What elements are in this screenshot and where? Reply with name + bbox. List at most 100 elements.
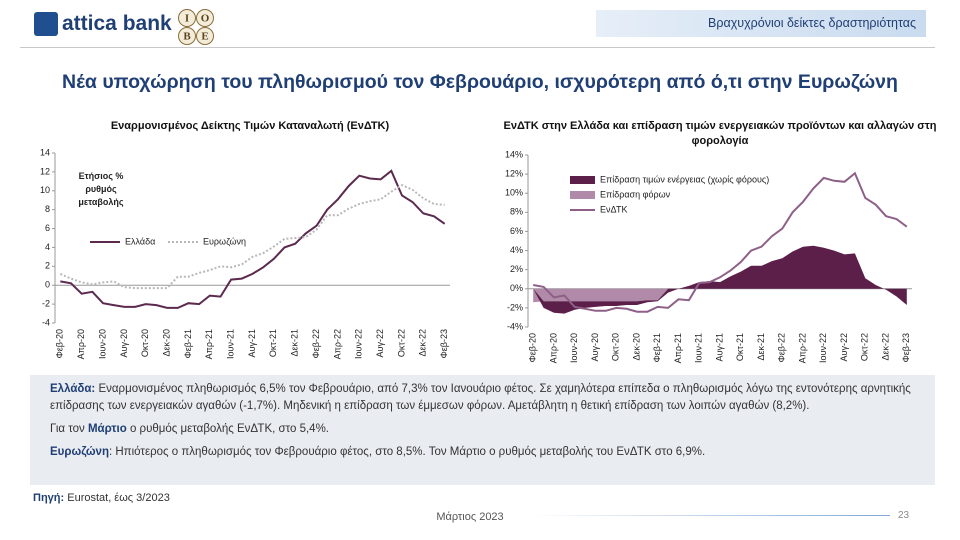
y-tick-label: 8 xyxy=(45,204,50,214)
x-tick-label: Δεκ-21 xyxy=(756,333,766,361)
y-tick-label: -2% xyxy=(507,302,523,312)
x-tick-label: Απρ-21 xyxy=(673,333,683,363)
footer-date: Μάρτιος 2023 xyxy=(436,511,504,523)
notes: Ελλάδα: Εναρμονισμένος πληθωρισμός 6,5% … xyxy=(30,375,935,485)
x-tick-label: Απρ-20 xyxy=(76,329,86,359)
x-tick-label: Φεβ-20 xyxy=(55,329,65,358)
y-tick-label: -2 xyxy=(42,298,50,308)
note-paragraph: Ελλάδα: Εναρμονισμένος πληθωρισμός 6,5% … xyxy=(50,381,925,415)
x-tick-label: Οκτ-21 xyxy=(268,329,278,357)
note-text: Ευρωζώνη xyxy=(50,446,109,458)
source: Πηγή: Eurostat, έως 3/2023 xyxy=(33,492,170,504)
y-tick-label: 14% xyxy=(505,149,523,159)
x-tick-label: Αυγ-20 xyxy=(590,333,600,361)
y-tick-label: 4% xyxy=(510,245,523,255)
x-tick-label: Ιουν-22 xyxy=(354,329,364,359)
x-tick-label: Ιουν-22 xyxy=(818,333,828,363)
x-tick-label: Ιουν-20 xyxy=(569,333,579,363)
page-number: 23 xyxy=(898,510,910,521)
x-tick-label: Οκτ-22 xyxy=(396,329,406,357)
note-text: Ελλάδα: xyxy=(50,383,96,395)
x-tick-label: Δεκ-20 xyxy=(631,333,641,361)
note-text: ο ρυθμός μεταβολής ΕνΔΤΚ, στο 5,4%. xyxy=(126,423,329,435)
brand-icon xyxy=(34,12,58,36)
logo-mark: Ι ΟΒ Ε xyxy=(178,9,214,45)
x-tick-label: Ιουν-21 xyxy=(226,329,236,359)
data-line xyxy=(60,169,446,309)
note-paragraph: Ευρωζώνη: Ηπιότερος ο πληθωρισμός τον Φε… xyxy=(50,444,925,461)
x-tick-label: Αυγ-21 xyxy=(247,329,257,357)
x-tick-label: Φεβ-23 xyxy=(439,329,449,358)
y-tick-label: 12 xyxy=(40,166,50,176)
x-tick-label: Απρ-21 xyxy=(204,329,214,359)
y-tick-label: 6% xyxy=(510,226,523,236)
y-tick-label: 10% xyxy=(505,188,523,198)
legend-swatch xyxy=(570,176,595,184)
note-paragraph: Για τον Μάρτιο ο ρυθμός μεταβολής ΕνΔΤΚ,… xyxy=(50,421,925,438)
x-tick-label: Οκτ-20 xyxy=(611,333,621,361)
divider xyxy=(20,47,935,48)
legend-label: Ευρωζώνη xyxy=(203,236,246,246)
logo-circle xyxy=(196,9,214,27)
x-tick-label: Ιουν-20 xyxy=(97,329,107,359)
y-tick-label: 6 xyxy=(45,223,50,233)
data-area xyxy=(533,288,907,303)
legend-label: Επίδραση φόρων xyxy=(600,189,671,199)
chart-title: Εναρμονισμένος Δείκτης Τιμών Καταναλωτή … xyxy=(110,120,390,132)
logo-letter: Ε xyxy=(201,31,208,43)
x-tick-label: Οκτ-22 xyxy=(860,333,870,361)
chart-title: ΕνΔΤΚ στην Ελλάδα και επίδραση τιμών ενε… xyxy=(503,120,937,147)
note-text: Εναρμονισμένος πληθωρισμός 6,5% τον Φεβρ… xyxy=(50,383,911,412)
note-text: Μάρτιο xyxy=(87,423,127,435)
x-tick-label: Φεβ-21 xyxy=(183,329,193,358)
data-line xyxy=(59,183,445,290)
legend-swatch xyxy=(570,191,595,199)
logo-circle xyxy=(178,9,196,27)
y-tick-label: 2% xyxy=(510,264,523,274)
y-tick-label: 0 xyxy=(45,280,50,290)
x-tick-label: Απρ-22 xyxy=(332,329,342,359)
chart: -4 -2 0 2 4 6 8 10 12 14 Φεβ-20 Απρ-20 Ιουν-20 Αυγ-20… xyxy=(40,147,450,359)
logo-circle xyxy=(178,27,196,45)
x-tick-label: Φεβ-21 xyxy=(652,333,662,362)
legend-label: ΕνΔΤΚ xyxy=(600,204,628,214)
y-tick-label: -4% xyxy=(507,321,523,331)
legend-label: Επίδραση τιμών ενέργειας (χωρίς φόρους) xyxy=(600,174,769,184)
chart: -4% -2% 0% 2% 4% 6% 8% 10% 12% 14% Φεβ-20 Απρ-20 Ιου… xyxy=(505,149,912,363)
x-tick-label: Απρ-22 xyxy=(797,333,807,363)
source-label: Πηγή: xyxy=(33,492,65,504)
x-tick-label: Φεβ-23 xyxy=(901,333,911,362)
annotation: Ετήσιος % ρυθμός μεταβολής xyxy=(78,171,124,207)
x-tick-label: Φεβ-22 xyxy=(311,329,321,358)
footer-line xyxy=(530,515,890,516)
x-tick-label: Δεκ-22 xyxy=(418,329,428,357)
y-tick-label: 14 xyxy=(40,147,50,157)
data-line xyxy=(533,171,908,313)
x-tick-label: Φεβ-20 xyxy=(528,333,538,362)
logo-letter: Β xyxy=(183,31,191,43)
y-tick-label: 4 xyxy=(45,242,50,252)
x-tick-label: Δεκ-21 xyxy=(290,329,300,357)
y-tick-label: 2 xyxy=(45,261,50,271)
x-tick-label: Δεκ-20 xyxy=(161,329,171,357)
x-tick-label: Δεκ-22 xyxy=(880,333,890,361)
source-text: Eurostat, έως 3/2023 xyxy=(67,492,170,504)
page-title: Νέα υποχώρηση του πληθωρισμού τον Φεβρου… xyxy=(62,71,898,93)
y-tick-label: 12% xyxy=(505,168,523,178)
y-tick-label: 0% xyxy=(510,283,523,293)
x-tick-label: Οκτ-20 xyxy=(140,329,150,357)
x-tick-label: Απρ-20 xyxy=(548,333,558,363)
x-tick-label: Αυγ-22 xyxy=(839,333,849,361)
section-banner xyxy=(596,10,926,37)
x-tick-label: Φεβ-22 xyxy=(777,333,787,362)
x-tick-label: Οκτ-21 xyxy=(735,333,745,361)
legend-label: Ελλάδα xyxy=(125,236,155,246)
y-tick-label: 8% xyxy=(510,207,523,217)
brand: attica bank xyxy=(62,12,172,35)
logo-letter: Ι xyxy=(185,13,189,25)
note-text: : Ηπιότερος ο πληθωρισμός τον Φεβρουάριο… xyxy=(108,446,706,458)
data-area xyxy=(533,245,907,314)
y-tick-label: -4 xyxy=(42,317,50,327)
